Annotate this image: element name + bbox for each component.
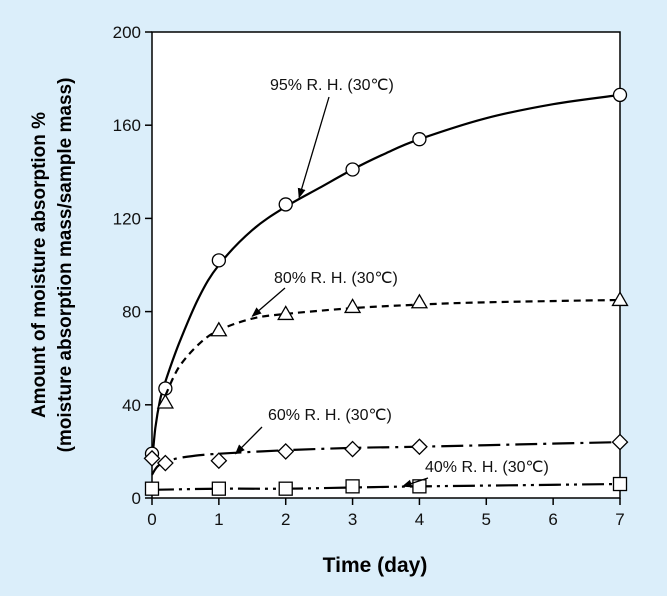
data-point-square bbox=[144, 481, 160, 496]
data-point-diamond bbox=[156, 454, 174, 472]
annotation-layer: 95% R. H. (30℃) 80% R. H. (30℃) 60% R. H. … bbox=[234, 77, 549, 488]
data-point-square bbox=[345, 479, 360, 494]
data-point-diamond bbox=[143, 449, 161, 467]
x-tick-label: 1 bbox=[214, 510, 223, 529]
y-axis-title: Amount of moisture absorption % (moistur… bbox=[29, 78, 76, 453]
x-tick-label: 5 bbox=[482, 510, 491, 529]
x-tick-label: 3 bbox=[348, 510, 357, 529]
series-line bbox=[164, 298, 621, 396]
data-point-triangle bbox=[277, 305, 295, 321]
annotation-arrow bbox=[251, 287, 286, 317]
data-point-diamond bbox=[277, 442, 295, 460]
x-axis-title: Time (day) bbox=[323, 554, 428, 577]
y-tick-label: 120 bbox=[113, 209, 141, 228]
data-point-diamond bbox=[210, 452, 228, 470]
y-tick-label: 80 bbox=[122, 303, 141, 322]
y-tick-label: 40 bbox=[122, 396, 141, 415]
data-point-square bbox=[278, 481, 293, 496]
annotation-label: 95% R. H. (30℃) bbox=[270, 77, 394, 94]
series-1 bbox=[144, 87, 628, 464]
y-axis: 0 40 80 120 160 200 bbox=[113, 23, 152, 508]
x-tick-label: 7 bbox=[615, 510, 624, 529]
x-tick-label: 2 bbox=[281, 510, 290, 529]
annotation-label: 40% R. H. (30℃) bbox=[425, 459, 549, 476]
annotation-arrow bbox=[401, 477, 429, 488]
y-axis-title-line1: Amount of moisture absorption % bbox=[29, 112, 50, 418]
annotation-label: 80% R. H. (30℃) bbox=[274, 270, 398, 287]
data-point-triangle bbox=[343, 298, 362, 314]
series-3 bbox=[143, 433, 629, 476]
data-point-diamond bbox=[411, 438, 428, 456]
data-point-square bbox=[612, 476, 628, 492]
data-point-triangle bbox=[410, 293, 429, 309]
data-point-square bbox=[211, 481, 227, 496]
data-point-diamond bbox=[611, 433, 629, 451]
series-line bbox=[151, 482, 621, 491]
annotation-arrow bbox=[297, 96, 330, 199]
data-point-circle bbox=[211, 253, 227, 268]
x-tick-label: 6 bbox=[548, 510, 557, 529]
annotation-label: 60% R. H. (30℃) bbox=[268, 407, 392, 424]
data-point-square bbox=[412, 479, 427, 494]
annotation-arrow bbox=[234, 426, 263, 455]
x-axis: 0 1 2 3 4 5 6 7 bbox=[147, 498, 625, 529]
data-point-triangle bbox=[210, 321, 228, 337]
series-layer bbox=[143, 87, 629, 496]
data-point-diamond bbox=[344, 440, 361, 458]
x-tick-label: 0 bbox=[147, 510, 156, 529]
data-point-circle bbox=[612, 87, 628, 103]
data-point-circle bbox=[278, 197, 293, 212]
y-tick-label: 200 bbox=[113, 23, 141, 42]
x-tick-label: 4 bbox=[415, 510, 424, 529]
y-tick-label: 0 bbox=[132, 489, 141, 508]
y-axis-title-line2: (moisture absorption mass/sample mass) bbox=[55, 78, 76, 453]
y-tick-label: 160 bbox=[113, 116, 141, 135]
data-point-triangle bbox=[611, 291, 629, 307]
data-point-triangle bbox=[156, 393, 174, 409]
plot-area bbox=[151, 31, 621, 499]
series-2 bbox=[156, 291, 629, 409]
series-4 bbox=[144, 476, 628, 496]
data-point-circle bbox=[412, 132, 427, 147]
data-point-circle bbox=[345, 162, 360, 177]
